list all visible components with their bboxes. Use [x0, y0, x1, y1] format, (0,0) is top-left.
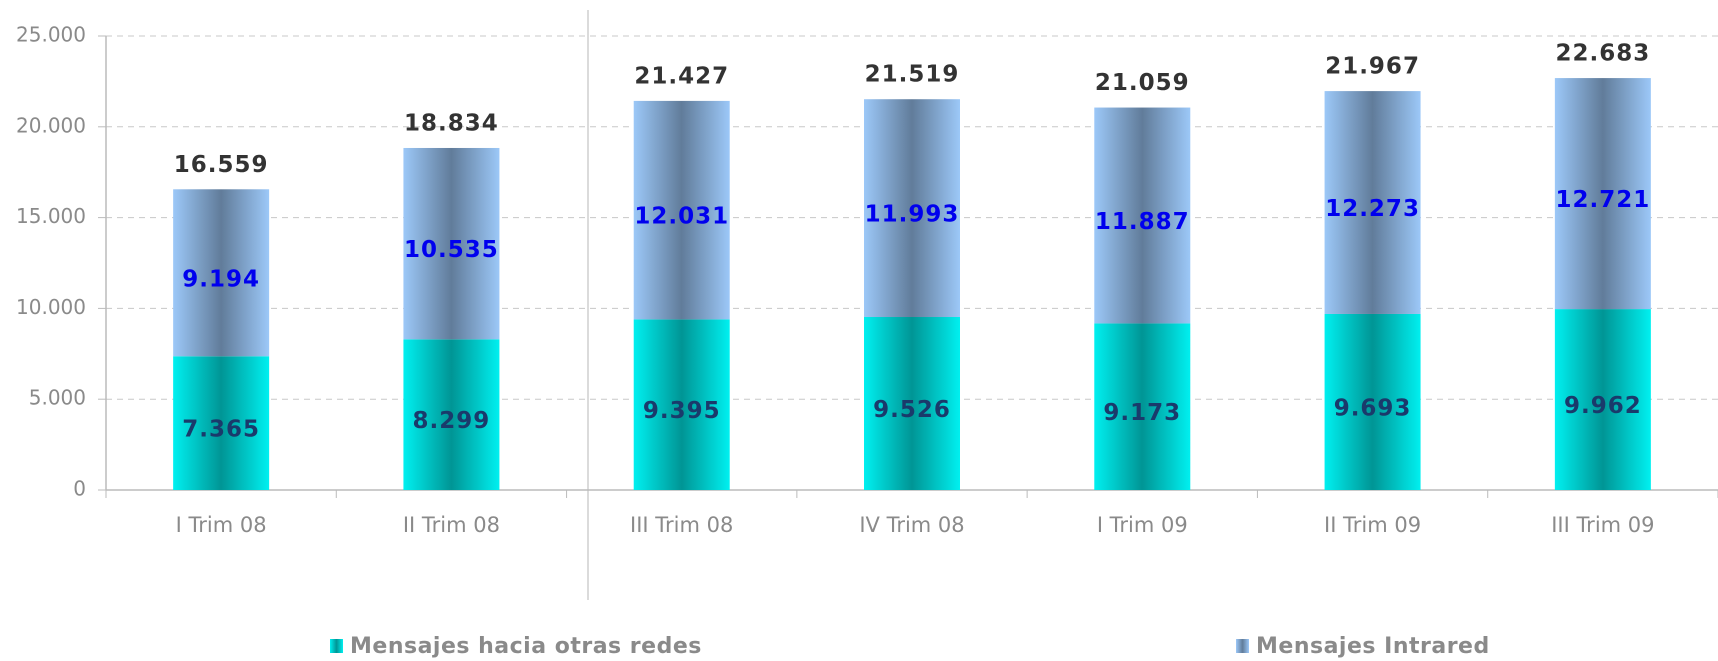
- data-label: 12.721: [1555, 187, 1650, 213]
- total-label: 16.559: [174, 152, 269, 178]
- bar-segment: [633, 100, 730, 320]
- x-tick-label: I Trim 08: [176, 513, 267, 537]
- legend-label: Mensajes hacia otras redes: [350, 634, 702, 659]
- y-tick-label: 25.000: [16, 23, 86, 47]
- x-tick-label: II Trim 09: [1324, 513, 1421, 537]
- x-tick-label: II Trim 08: [403, 513, 500, 537]
- y-tick-label: 15.000: [16, 204, 86, 228]
- bar-segment: [173, 189, 270, 357]
- legend-swatch: [1236, 639, 1249, 653]
- bar-segment: [403, 339, 500, 490]
- data-label: 9.693: [1334, 395, 1412, 421]
- legend-swatch: [330, 639, 343, 653]
- data-label: 8.299: [413, 408, 491, 434]
- total-label: 21.059: [1095, 70, 1190, 96]
- data-label: 7.365: [182, 417, 260, 443]
- total-label: 22.683: [1555, 41, 1650, 67]
- data-label: 10.535: [404, 237, 499, 263]
- x-tick-label: IV Trim 08: [859, 513, 964, 537]
- y-tick-label: 0: [73, 477, 86, 501]
- bar-segment: [1554, 309, 1651, 490]
- x-tick-label: I Trim 09: [1097, 513, 1188, 537]
- bar-segment: [173, 356, 270, 490]
- bar-segment: [1324, 91, 1421, 314]
- x-tick-label: III Trim 08: [630, 513, 733, 537]
- bar-segment: [864, 317, 960, 490]
- data-label: 9.173: [1103, 400, 1181, 426]
- bar-segment: [1554, 78, 1651, 310]
- y-tick-label: 20.000: [16, 113, 86, 137]
- total-label: 18.834: [404, 110, 499, 136]
- data-label: 9.526: [873, 397, 951, 423]
- legend-label: Mensajes Intrared: [1256, 634, 1490, 659]
- y-tick-label: 5.000: [29, 386, 86, 410]
- data-label: 9.194: [182, 266, 260, 292]
- y-tick-label: 10.000: [16, 295, 86, 319]
- bar-segment: [1094, 323, 1191, 490]
- bar-segment: [403, 147, 500, 340]
- data-label: 12.273: [1325, 196, 1420, 222]
- total-label: 21.967: [1325, 54, 1420, 80]
- data-label: 9.962: [1564, 393, 1642, 419]
- total-label: 21.519: [865, 62, 960, 88]
- x-tick-label: III Trim 09: [1551, 513, 1654, 537]
- bar-segment: [1324, 313, 1421, 490]
- bar-segment: [1094, 107, 1191, 324]
- data-label: 11.887: [1095, 209, 1190, 235]
- data-label: 12.031: [634, 204, 729, 230]
- bar-segment: [864, 99, 960, 318]
- data-label: 11.993: [865, 202, 960, 228]
- data-label: 9.395: [643, 398, 721, 424]
- total-label: 21.427: [634, 63, 729, 89]
- bar-segment: [633, 319, 730, 490]
